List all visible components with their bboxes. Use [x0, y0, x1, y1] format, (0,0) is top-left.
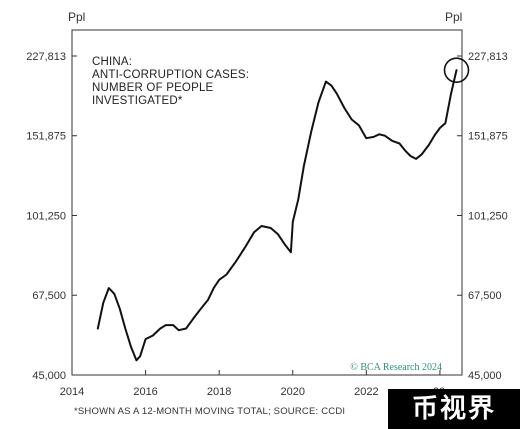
watermark-logo: 币视界	[388, 389, 520, 429]
y-tick-label-left: 45,000	[32, 370, 66, 382]
chart-title-line-2: ANTI-CORRUPTION CASES:	[92, 69, 249, 81]
x-tick-label: 2022	[354, 386, 378, 398]
y-tick-label-left: 227,813	[26, 51, 66, 63]
x-tick-label: 2018	[207, 386, 231, 398]
chart-title-line-1: CHINA:	[92, 56, 132, 68]
series-line-people-investigated	[96, 69, 458, 362]
y-tick-label-left: 151,875	[26, 131, 66, 143]
y-tick-label-right: 151,875	[468, 131, 508, 143]
x-tick-label: 2020	[281, 386, 305, 398]
x-tick-label: 2016	[133, 386, 157, 398]
x-tick-label: 2014	[60, 386, 84, 398]
y-tick-label-left: 101,250	[26, 210, 66, 222]
chart-title-line-3: NUMBER OF PEOPLE	[92, 82, 214, 94]
y-tick-label-right: 101,250	[468, 210, 508, 222]
chart-title-line-4: INVESTIGATED*	[92, 95, 183, 107]
y-tick-label-left: 67,500	[32, 290, 66, 302]
bca-credit: © BCA Research 2024	[350, 362, 442, 373]
y-unit-right: Ppl	[445, 10, 462, 24]
footnote: *SHOWN AS A 12-MONTH MOVING TOTAL; SOURC…	[74, 406, 345, 417]
y-tick-label-right: 67,500	[468, 290, 502, 302]
y-unit-left: Ppl	[68, 10, 85, 24]
plot-frame	[71, 29, 463, 376]
y-tick-label-right: 227,813	[468, 51, 508, 63]
highlight-circle	[443, 57, 470, 83]
y-tick-label-right: 45,000	[468, 370, 502, 382]
